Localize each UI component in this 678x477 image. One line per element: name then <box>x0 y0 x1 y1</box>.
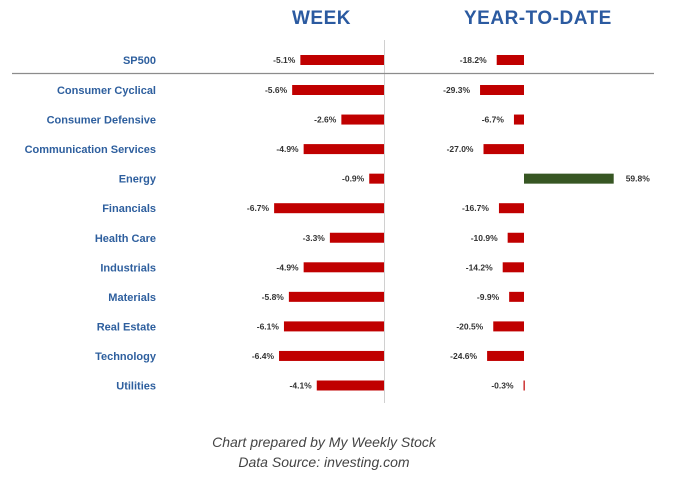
week-value-label-materials: -5.8% <box>262 292 285 302</box>
week-value-label-utilities: -4.1% <box>290 381 313 391</box>
ytd-value-label-real-estate: -20.5% <box>456 321 483 331</box>
week-bar-energy <box>369 173 384 184</box>
footer-credit: Chart prepared by My Weekly Stock <box>212 434 436 450</box>
week-bar-sp500 <box>300 55 384 65</box>
chart-axes <box>12 40 654 403</box>
ytd-value-label-communication-services: -27.0% <box>447 144 474 154</box>
week-value-label-sp500: -5.1% <box>273 55 296 65</box>
ytd-bar-health-care <box>507 232 524 243</box>
ytd-value-label-energy: 59.8% <box>626 174 651 184</box>
week-value-label-real-estate: -6.1% <box>257 321 280 331</box>
week-series: -5.1% -5.6% -2.6% -4.9% -0.9% -6.7% -3.3% -4.9%… <box>247 55 384 391</box>
category-label-technology: Technology <box>95 351 157 363</box>
ytd-series: -18.2% -29.3% -6.7% -27.0% 59.8% -16.7% -10.9%… <box>443 55 650 391</box>
ytd-bar-consumer-defensive <box>513 114 524 125</box>
ytd-value-label-technology: -24.6% <box>450 351 477 361</box>
week-value-label-industrials: -4.9% <box>276 262 299 272</box>
week-header: WEEK <box>292 8 351 29</box>
category-label-consumer-cyclical: Consumer Cyclical <box>57 85 156 97</box>
week-bar-health-care <box>329 232 384 243</box>
week-bar-industrials <box>303 262 384 273</box>
week-bar-real-estate <box>283 321 384 332</box>
category-label-health-care: Health Care <box>95 233 156 245</box>
ytd-bar-materials <box>509 291 524 302</box>
ytd-bar-real-estate <box>493 321 524 332</box>
week-bar-materials <box>288 291 384 302</box>
ytd-bar-financials <box>498 203 524 214</box>
ytd-value-label-consumer-defensive: -6.7% <box>482 115 505 125</box>
category-label-financials: Financials <box>102 203 156 215</box>
week-value-label-energy: -0.9% <box>342 174 365 184</box>
ytd-bar-industrials <box>502 262 524 273</box>
ytd-value-label-utilities: -0.3% <box>491 381 514 391</box>
ytd-value-label-materials: -9.9% <box>477 292 500 302</box>
week-value-label-financials: -6.7% <box>247 203 270 213</box>
ytd-value-label-industrials: -14.2% <box>466 262 493 272</box>
week-bar-consumer-defensive <box>341 114 384 125</box>
ytd-bar-utilities <box>523 380 525 391</box>
ytd-bar-consumer-cyclical <box>480 85 524 95</box>
week-value-label-health-care: -3.3% <box>303 233 326 243</box>
ytd-bar-sp500 <box>496 55 524 65</box>
week-bar-communication-services <box>303 144 384 155</box>
week-bar-utilities <box>316 380 384 391</box>
week-value-label-communication-services: -4.9% <box>276 144 299 154</box>
week-bar-technology <box>279 350 384 361</box>
category-label-energy: Energy <box>119 174 157 186</box>
category-label-industrials: Industrials <box>100 262 156 274</box>
category-label-real-estate: Real Estate <box>97 321 156 333</box>
week-value-label-consumer-defensive: -2.6% <box>314 115 337 125</box>
category-label-utilities: Utilities <box>116 381 156 393</box>
category-label-communication-services: Communication Services <box>25 144 156 156</box>
week-value-label-consumer-cyclical: -5.6% <box>265 85 288 95</box>
category-label-sp500: SP500 <box>123 55 156 67</box>
ytd-bar-technology <box>487 350 524 361</box>
category-labels: SP500 Consumer Cyclical Consumer Defensive… <box>25 55 157 393</box>
ytd-bar-energy <box>524 173 614 184</box>
ytd-header: YEAR-TO-DATE <box>464 8 612 29</box>
ytd-value-label-sp500: -18.2% <box>460 55 487 65</box>
ytd-value-label-health-care: -10.9% <box>471 233 498 243</box>
week-bar-consumer-cyclical <box>292 85 384 95</box>
category-label-consumer-defensive: Consumer Defensive <box>47 115 156 127</box>
ytd-value-label-consumer-cyclical: -29.3% <box>443 85 470 95</box>
ytd-value-label-financials: -16.7% <box>462 203 489 213</box>
ytd-bar-communication-services <box>483 144 524 155</box>
category-label-materials: Materials <box>108 292 156 304</box>
week-bar-financials <box>274 203 384 214</box>
footer-source: Data Source: investing.com <box>238 454 410 470</box>
week-value-label-technology: -6.4% <box>252 351 275 361</box>
